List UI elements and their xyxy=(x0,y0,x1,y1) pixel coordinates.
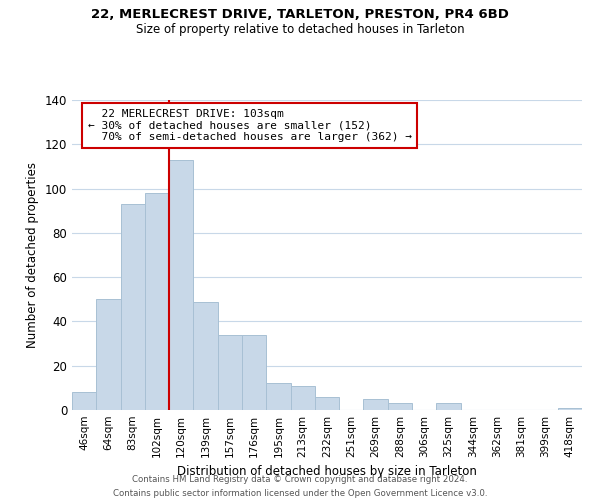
Text: 22, MERLECREST DRIVE, TARLETON, PRESTON, PR4 6BD: 22, MERLECREST DRIVE, TARLETON, PRESTON,… xyxy=(91,8,509,20)
Text: 22 MERLECREST DRIVE: 103sqm
← 30% of detached houses are smaller (152)
  70% of : 22 MERLECREST DRIVE: 103sqm ← 30% of det… xyxy=(88,109,412,142)
X-axis label: Distribution of detached houses by size in Tarleton: Distribution of detached houses by size … xyxy=(177,466,477,478)
Bar xyxy=(266,384,290,410)
Bar xyxy=(193,302,218,410)
Text: Contains HM Land Registry data © Crown copyright and database right 2024.
Contai: Contains HM Land Registry data © Crown c… xyxy=(113,476,487,498)
Bar xyxy=(96,300,121,410)
Bar xyxy=(388,404,412,410)
Text: Size of property relative to detached houses in Tarleton: Size of property relative to detached ho… xyxy=(136,22,464,36)
Bar xyxy=(364,399,388,410)
Bar xyxy=(242,334,266,410)
Bar xyxy=(558,408,582,410)
Bar xyxy=(121,204,145,410)
Y-axis label: Number of detached properties: Number of detached properties xyxy=(26,162,39,348)
Bar xyxy=(218,334,242,410)
Bar xyxy=(436,404,461,410)
Bar xyxy=(290,386,315,410)
Bar xyxy=(169,160,193,410)
Bar xyxy=(145,193,169,410)
Bar xyxy=(315,396,339,410)
Bar xyxy=(72,392,96,410)
